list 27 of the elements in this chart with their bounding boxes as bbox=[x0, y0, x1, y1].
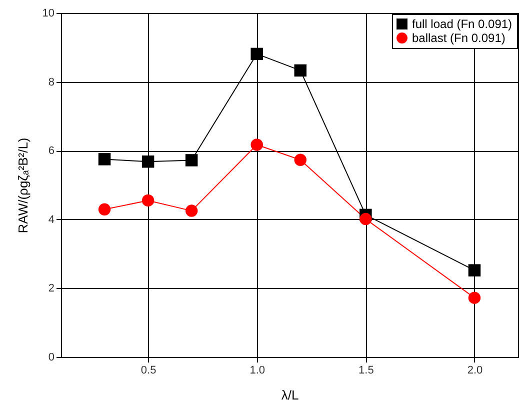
point bbox=[360, 212, 372, 226]
y-tick-label: 8 bbox=[48, 76, 54, 88]
point bbox=[142, 194, 154, 207]
point bbox=[468, 264, 481, 276]
point bbox=[142, 155, 154, 168]
y-tick-label: 4 bbox=[48, 214, 54, 226]
point bbox=[250, 48, 263, 60]
y-tick-label: 0 bbox=[48, 352, 54, 364]
x-tick-label: 2.0 bbox=[467, 364, 483, 376]
point bbox=[185, 154, 198, 166]
point bbox=[250, 138, 263, 151]
legend-label: ballast (Fn 0.091) bbox=[412, 31, 506, 45]
legend-label: full load (Fn 0.091) bbox=[412, 17, 512, 31]
x-tick-label: 1.0 bbox=[250, 364, 266, 376]
x-tick-label: 0.5 bbox=[140, 364, 156, 376]
point bbox=[294, 154, 307, 166]
point bbox=[468, 292, 481, 304]
point bbox=[185, 204, 198, 217]
x-axis-title: λ/L bbox=[281, 388, 299, 402]
point bbox=[294, 64, 307, 77]
y-tick-label: 10 bbox=[42, 8, 54, 20]
y-axis-title: RAW/(ρgζₐ²B²/L) bbox=[15, 138, 30, 234]
x-tick-label: 1.5 bbox=[358, 364, 374, 376]
point bbox=[98, 203, 111, 216]
point bbox=[98, 153, 111, 166]
y-tick-label: 2 bbox=[48, 282, 54, 295]
y-tick-label: 6 bbox=[48, 145, 54, 158]
